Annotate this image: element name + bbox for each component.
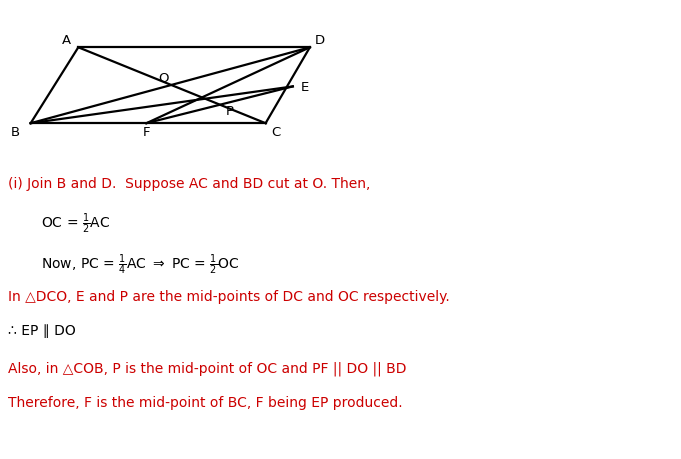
Text: Also, in △COB, P is the mid-point of OC and PF || DO || BD: Also, in △COB, P is the mid-point of OC … <box>8 360 407 375</box>
Text: E: E <box>301 81 309 94</box>
Text: O: O <box>158 72 169 84</box>
Text: C: C <box>271 126 281 139</box>
Text: In △DCO, E and P are the mid-points of DC and OC respectively.: In △DCO, E and P are the mid-points of D… <box>8 289 450 303</box>
Text: D: D <box>315 34 325 46</box>
Text: OC = $\frac{1}{2}$AC: OC = $\frac{1}{2}$AC <box>41 211 110 235</box>
Text: A: A <box>61 34 71 46</box>
Text: P: P <box>225 105 234 118</box>
Text: B: B <box>11 126 20 139</box>
Text: ∴ EP ∥ DO: ∴ EP ∥ DO <box>8 324 76 337</box>
Text: Therefore, F is the mid-point of BC, F being EP produced.: Therefore, F is the mid-point of BC, F b… <box>8 395 402 409</box>
Text: F: F <box>142 126 151 139</box>
Text: Now, PC = $\frac{1}{4}$AC $\Rightarrow$ PC = $\frac{1}{2}$OC: Now, PC = $\frac{1}{4}$AC $\Rightarrow$ … <box>41 252 240 277</box>
Text: (i) Join B and D.  Suppose AC and BD cut at O. Then,: (i) Join B and D. Suppose AC and BD cut … <box>8 177 370 190</box>
